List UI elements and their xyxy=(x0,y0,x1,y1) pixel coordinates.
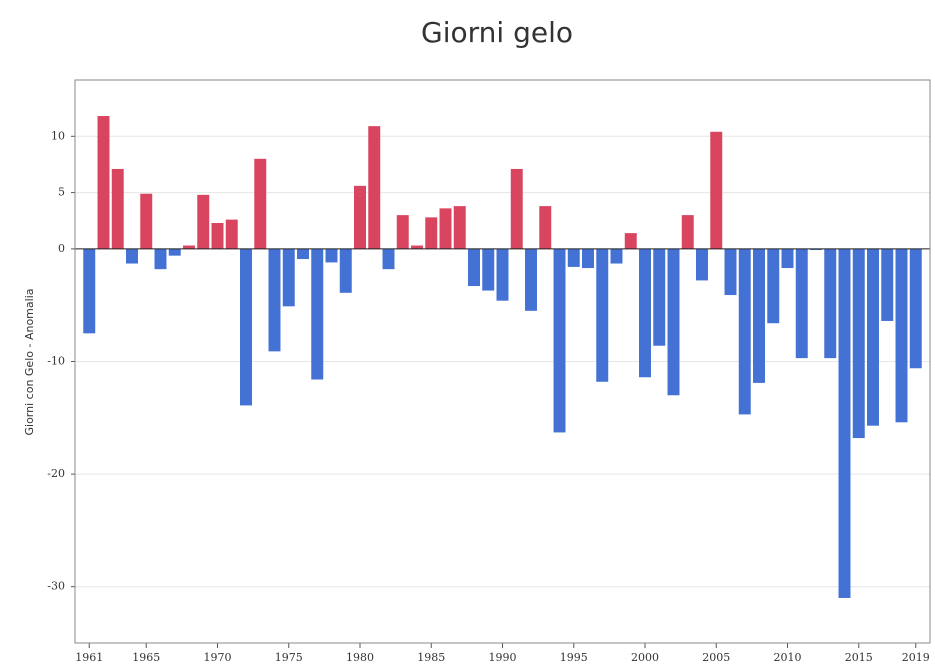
bar xyxy=(439,208,452,249)
bar xyxy=(126,248,138,264)
bar xyxy=(240,248,252,406)
x-tick-label: 1985 xyxy=(417,651,445,664)
y-tick-label: -30 xyxy=(47,580,65,593)
bar xyxy=(282,248,295,307)
x-tick-label: 1965 xyxy=(132,651,160,664)
bar xyxy=(582,248,594,269)
bar xyxy=(168,248,181,256)
bar xyxy=(653,248,666,346)
bar xyxy=(724,248,737,296)
bar xyxy=(810,248,822,251)
bar xyxy=(553,248,566,433)
x-tick-label: 2010 xyxy=(774,651,802,664)
y-tick-label: 0 xyxy=(58,242,65,255)
bar xyxy=(382,248,395,270)
bar xyxy=(468,248,480,287)
bar xyxy=(510,168,523,249)
x-tick-label: 2000 xyxy=(631,651,659,664)
y-tick-label: -10 xyxy=(47,355,65,368)
x-tick-label: 1990 xyxy=(489,651,517,664)
bar xyxy=(297,248,309,260)
bar xyxy=(311,248,324,380)
x-tick-label: 2019 xyxy=(902,651,930,664)
bar xyxy=(339,248,352,293)
bar xyxy=(325,248,338,263)
bar xyxy=(696,248,708,281)
bar xyxy=(539,206,552,249)
plot-frame xyxy=(74,79,931,644)
bar xyxy=(596,248,609,382)
bar xyxy=(154,248,167,270)
bar xyxy=(710,131,723,249)
bar xyxy=(738,248,751,415)
bar xyxy=(111,168,124,249)
x-tick-label: 1961 xyxy=(75,651,103,664)
x-tick-label: 1980 xyxy=(346,651,374,664)
x-tick-label: 2015 xyxy=(845,651,873,664)
x-tick-label: 1995 xyxy=(560,651,588,664)
bar xyxy=(268,248,281,352)
x-tick-label: 1975 xyxy=(275,651,303,664)
y-tick-label: 10 xyxy=(51,129,65,142)
bar xyxy=(838,248,851,598)
bar xyxy=(197,194,210,249)
bar xyxy=(567,248,580,267)
bar xyxy=(781,248,794,269)
bar xyxy=(211,223,224,249)
bar xyxy=(368,126,381,249)
bar xyxy=(183,245,195,249)
y-tick-label: 5 xyxy=(58,186,65,199)
bar xyxy=(852,248,865,439)
bar xyxy=(525,248,537,311)
bar xyxy=(639,248,651,378)
bar xyxy=(97,116,110,249)
bar xyxy=(867,248,879,426)
bar xyxy=(425,217,438,249)
y-tick-label: -20 xyxy=(47,467,65,480)
x-tick-label: 2005 xyxy=(702,651,730,664)
bar xyxy=(681,215,694,249)
y-axis-label: Giorni con Gelo - Anomalia xyxy=(23,289,36,436)
bar xyxy=(411,245,423,249)
chart-title: Giorni gelo xyxy=(421,16,573,49)
bar xyxy=(453,206,466,249)
x-tick-label: 1970 xyxy=(204,651,232,664)
bar xyxy=(881,248,894,321)
bar xyxy=(225,219,238,249)
bar xyxy=(610,248,623,264)
bar xyxy=(667,248,680,396)
bar xyxy=(895,248,908,423)
bar xyxy=(795,248,808,359)
bar xyxy=(254,158,267,249)
bar xyxy=(496,248,509,301)
bar xyxy=(83,248,96,334)
bar xyxy=(767,248,780,324)
bar xyxy=(482,248,495,291)
bar xyxy=(354,185,366,249)
bar xyxy=(909,248,922,369)
bar xyxy=(824,248,837,359)
bar xyxy=(396,215,409,249)
bar xyxy=(624,233,637,249)
bar xyxy=(140,193,153,249)
bar xyxy=(753,248,765,383)
